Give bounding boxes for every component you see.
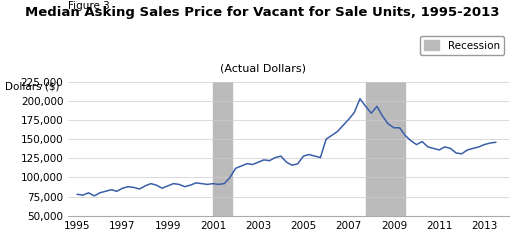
Text: (Actual Dollars): (Actual Dollars) [219,63,306,73]
Text: Figure 3: Figure 3 [68,1,110,11]
Bar [365,82,405,216]
Legend: Recession: Recession [419,36,504,55]
Bar [213,82,232,216]
Text: Dollars ($): Dollars ($) [5,82,60,92]
Text: Median Asking Sales Price for Vacant for Sale Units, 1995-2013: Median Asking Sales Price for Vacant for… [25,6,500,19]
